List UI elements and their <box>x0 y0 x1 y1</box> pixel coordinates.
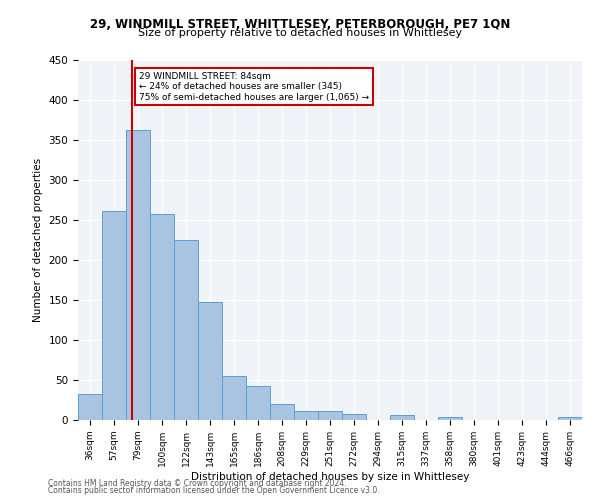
Bar <box>270 404 294 420</box>
Bar <box>174 240 198 420</box>
Bar <box>126 130 150 420</box>
X-axis label: Distribution of detached houses by size in Whittlesey: Distribution of detached houses by size … <box>191 472 469 482</box>
Bar <box>150 214 174 420</box>
Y-axis label: Number of detached properties: Number of detached properties <box>33 158 43 322</box>
Bar <box>78 394 102 420</box>
Bar <box>222 376 246 420</box>
Bar <box>102 211 126 420</box>
Bar <box>390 415 414 420</box>
Text: Size of property relative to detached houses in Whittlesey: Size of property relative to detached ho… <box>138 28 462 38</box>
Bar <box>318 411 342 420</box>
Bar <box>198 302 222 420</box>
Text: Contains HM Land Registry data © Crown copyright and database right 2024.: Contains HM Land Registry data © Crown c… <box>48 478 347 488</box>
Bar <box>558 417 582 420</box>
Bar <box>342 414 366 420</box>
Text: 29, WINDMILL STREET, WHITTLESEY, PETERBOROUGH, PE7 1QN: 29, WINDMILL STREET, WHITTLESEY, PETERBO… <box>90 18 510 30</box>
Bar <box>294 411 318 420</box>
Text: 29 WINDMILL STREET: 84sqm
← 24% of detached houses are smaller (345)
75% of semi: 29 WINDMILL STREET: 84sqm ← 24% of detac… <box>139 72 369 102</box>
Bar <box>438 417 462 420</box>
Text: Contains public sector information licensed under the Open Government Licence v3: Contains public sector information licen… <box>48 486 380 495</box>
Bar <box>246 386 270 420</box>
